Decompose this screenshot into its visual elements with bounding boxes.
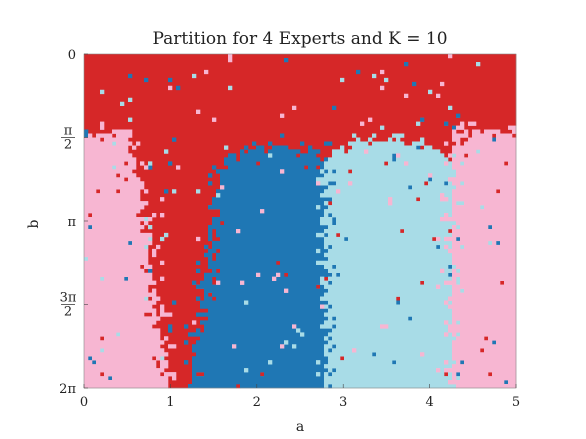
x-tick-label: 0 (80, 395, 88, 410)
x-tick-label: 5 (512, 395, 520, 410)
x-axis-label: a (296, 419, 304, 435)
y-tick-label: 2π (59, 382, 76, 397)
y-tick-label: π (64, 124, 73, 139)
x-tick-label: 2 (253, 395, 261, 410)
y-tick-label: 2 (64, 305, 72, 320)
x-tick-label: 1 (166, 395, 174, 410)
y-tick-label: 3π (60, 291, 77, 306)
y-tick-label: 2 (64, 138, 72, 153)
y-axis-label: b (26, 219, 42, 228)
x-tick-label: 3 (339, 395, 347, 410)
expert-4-region (84, 54, 517, 389)
x-tick-label: 4 (425, 395, 433, 410)
expert-2-region (84, 57, 509, 389)
y-tick-label: 0 (68, 48, 76, 63)
expert-1-region (84, 54, 517, 389)
x-axis: 0 1 2 3 4 5 (80, 384, 520, 410)
plot-area (84, 54, 517, 389)
y-tick-label: π (67, 215, 76, 230)
expert-3-region (84, 61, 493, 389)
chart-title: Partition for 4 Experts and K = 10 (152, 29, 447, 49)
